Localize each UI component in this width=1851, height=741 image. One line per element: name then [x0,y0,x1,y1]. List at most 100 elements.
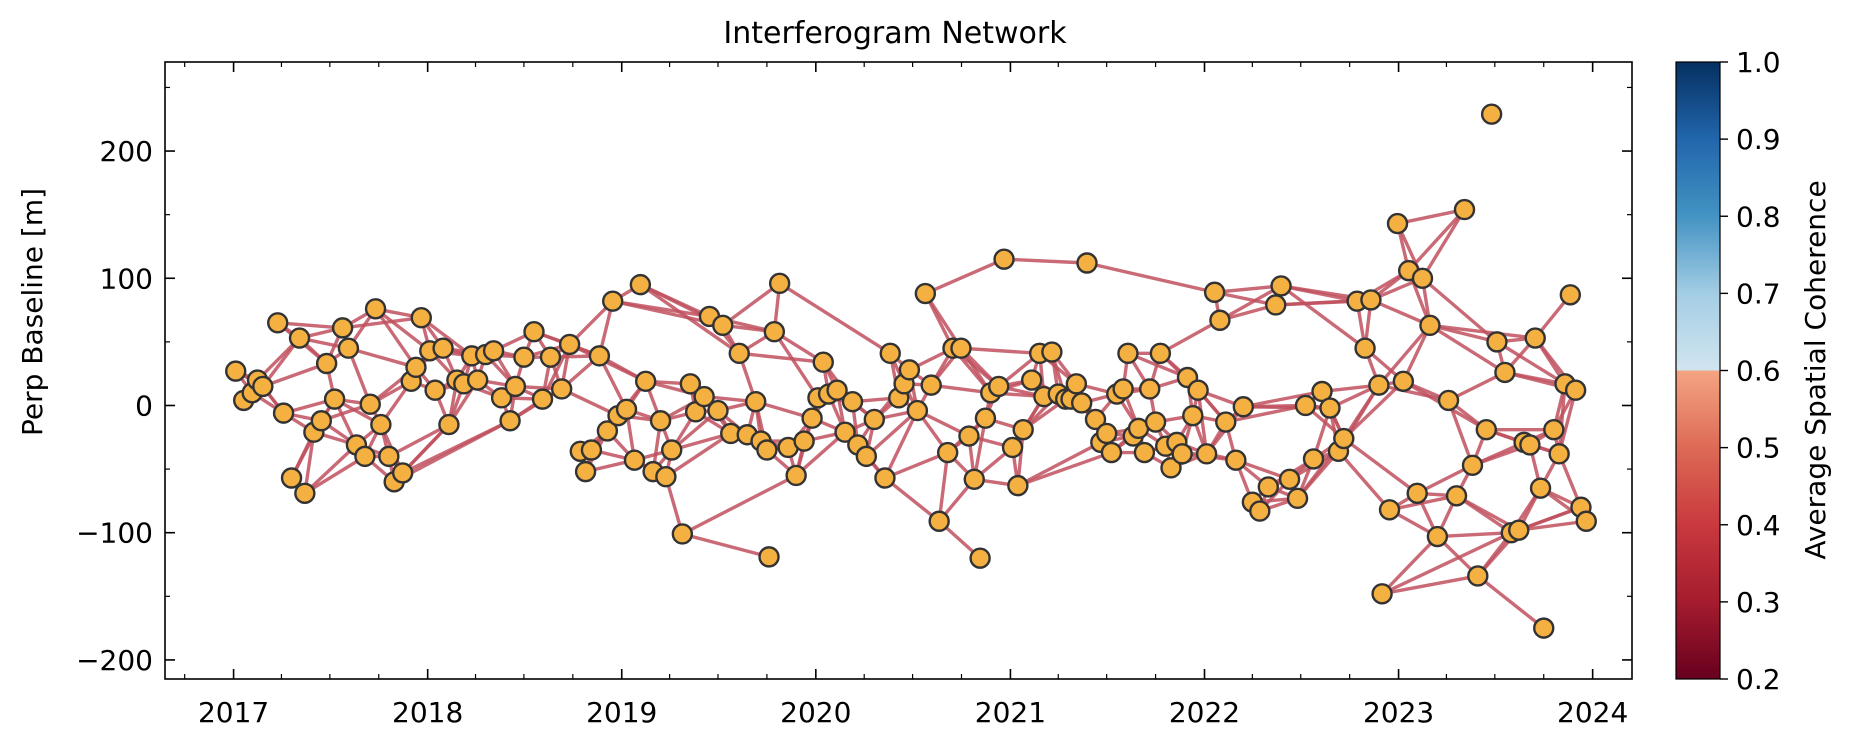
acquisition-node [1095,422,1118,445]
acquisition-node [898,359,921,381]
acquisition-node [539,346,562,368]
acquisition-node [1144,411,1167,433]
acquisition-node [331,317,354,339]
acquisition-node [661,439,683,461]
acquisition-node [1519,434,1541,456]
network-edge [737,351,825,364]
acquisition-node [906,399,929,422]
acquisition-node [1270,275,1292,297]
acquisition-node [580,439,603,461]
colorbar-tick-label: 0.6 [1736,355,1781,388]
acquisition-node [1257,476,1280,498]
network-edge [303,454,367,495]
acquisition-node [1406,482,1428,504]
network-edge [1342,379,1406,441]
acquisition-node [649,410,672,432]
colorbar-tick-label: 0.5 [1736,432,1781,465]
acquisition-node [1486,331,1508,353]
acquisition-node [679,373,702,395]
x-tick-label: 2018 [392,696,463,729]
colorbar [1675,61,1721,680]
network-edge [959,346,1042,356]
network-edge [1476,574,1546,630]
colorbar-tick-label: 0.7 [1736,277,1781,310]
network-edge [1016,450,1114,488]
network-edge [1495,340,1567,386]
network-edge [1085,261,1217,294]
network-edge [1380,534,1440,596]
acquisition-node [1209,309,1231,331]
network-edge [1420,207,1467,280]
acquisition-node [834,421,856,443]
network-edge [772,329,820,400]
network-edge [1336,449,1392,512]
network-edge [864,408,920,459]
x-tick-label: 2020 [780,696,851,729]
acquisition-node [671,523,694,545]
network-edge [1428,323,1537,340]
acquisition-node [225,360,247,382]
acquisition-node [1437,389,1460,412]
acquisition-node [588,345,611,367]
x-tick-label: 2023 [1363,696,1434,729]
acquisition-node [378,445,400,468]
acquisition-node [550,378,573,400]
acquisition-node [337,337,360,359]
acquisition-node [1076,252,1098,274]
acquisition-node [950,337,972,359]
y-tick-label: 200 [100,135,153,168]
network-edge [1369,298,1432,328]
acquisition-node [280,467,303,489]
acquisition-node [490,387,513,409]
x-tick-label: 2019 [586,696,657,729]
acquisition-node [359,393,381,415]
plot-area-frame [164,61,1633,680]
network-edge [794,430,847,478]
colorbar-tick-label: 0.4 [1736,509,1781,542]
acquisition-node [1100,441,1123,464]
acquisition-node [1041,341,1063,363]
y-axis-ticks: −200 −100 0 100 200 [76,86,1632,677]
y-axis-label: Perp Baseline [m] [16,188,49,436]
acquisition-node [1319,397,1341,419]
acquisition-node [294,482,316,504]
acquisition-node [364,298,387,320]
network-edge [373,307,432,353]
network-edge [1377,383,1451,403]
acquisition-node [602,290,624,312]
acquisition-node [1278,468,1301,490]
network-edge [1406,207,1467,273]
network-edge [1557,382,1567,456]
acquisition-node [272,402,295,424]
acquisition-node [482,340,505,362]
network-edge [303,443,359,495]
acquisition-node [634,370,657,393]
acquisition-node [1548,443,1570,465]
acquisition-node [1302,448,1325,470]
acquisition-node [707,399,729,422]
acquisition-node [1533,617,1555,639]
acquisition-node [693,385,715,408]
acquisition-node [615,398,638,421]
acquisition-node [1139,378,1161,400]
acquisition-node [758,546,780,568]
network-edge [1380,531,1514,596]
network-edge [1377,323,1432,387]
acquisition-node [1171,443,1193,465]
network-edge [387,422,451,459]
acquisition-node [558,333,581,356]
acquisition-node [288,327,311,349]
network-edge [638,282,741,356]
network-edge [664,431,733,479]
acquisition-node [963,468,985,490]
acquisition-node [1203,281,1226,303]
network-edge [276,321,345,330]
acquisition-node [1564,379,1587,401]
network-edge [937,450,950,523]
network-edge [883,476,941,523]
x-tick-label: 2017 [198,696,269,729]
network-edge [721,281,782,328]
acquisition-node [1524,327,1546,349]
acquisition-node [1354,337,1376,359]
